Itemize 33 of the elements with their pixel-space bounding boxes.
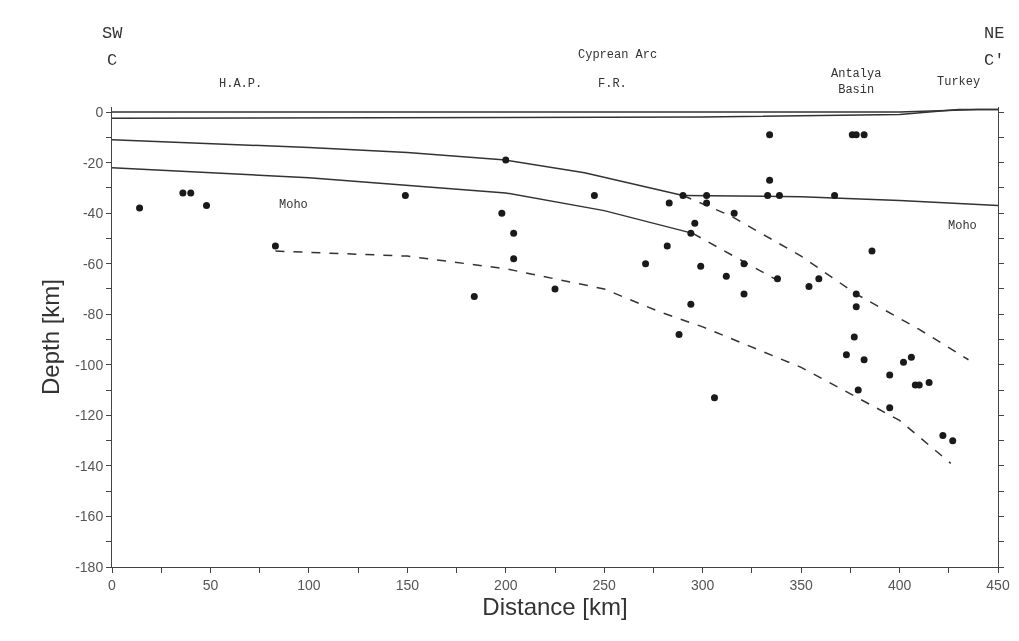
y-tick-label: -40 (82, 205, 104, 222)
x-tick-label: 350 (789, 576, 813, 593)
y-tick-label: -120 (75, 407, 104, 424)
x-tick-label: 200 (494, 576, 518, 593)
y-tick-label: -60 (82, 255, 104, 272)
x-axis-title: Distance [km] (482, 593, 628, 621)
y-tick-label: -160 (75, 508, 104, 525)
text: C (107, 51, 118, 70)
x-tick-label: 300 (690, 576, 715, 593)
x-tick-label: 450 (986, 576, 1010, 593)
x-tick-label: 250 (592, 576, 617, 593)
text: Turkey (937, 75, 981, 89)
y-tick-label: -180 (75, 558, 104, 575)
annotation: Moho (948, 219, 977, 233)
y-axis-title: Depth [km] (37, 278, 65, 396)
y-tick-label: -20 (82, 154, 104, 171)
annotation: Moho (279, 198, 308, 212)
x-tick-label: 400 (887, 576, 912, 593)
text: C' (984, 51, 1005, 70)
y-tick-label: -140 (75, 457, 104, 474)
text: SW (102, 24, 124, 43)
y-tick-label: -100 (75, 356, 104, 373)
x-tick-label: 50 (202, 576, 219, 593)
text: F.R. (598, 77, 627, 91)
text: Antalya Basin (831, 67, 882, 97)
x-tick-label: 150 (395, 576, 420, 593)
x-tick-label: 0 (108, 576, 117, 593)
text: H.A.P. (219, 77, 263, 91)
text: Cyprean Arc (578, 48, 658, 62)
x-tick-label: 100 (297, 576, 321, 593)
text: NE (984, 24, 1005, 43)
y-tick-label: 0 (95, 103, 104, 120)
y-tick-label: -80 (82, 306, 104, 323)
